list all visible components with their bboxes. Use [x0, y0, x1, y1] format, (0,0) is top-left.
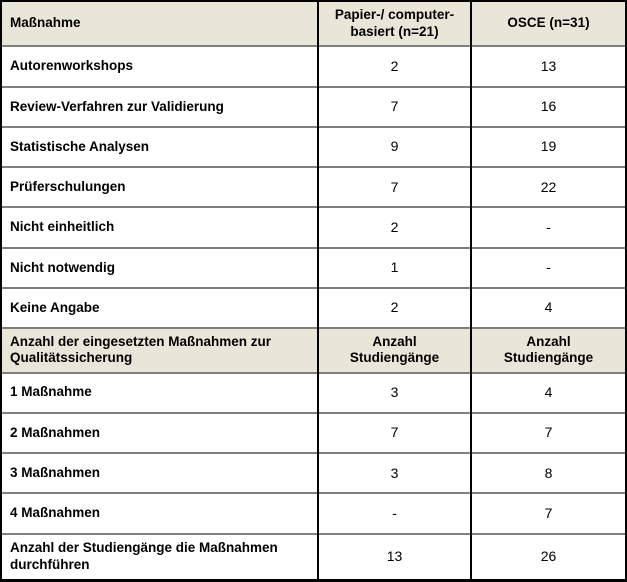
header-cell-paper-based: Papier-/ computer- basiert (n=21) — [317, 2, 471, 47]
paper-value: 1 — [317, 246, 471, 288]
osce-value: - — [470, 246, 625, 288]
osce-value: - — [470, 206, 625, 248]
count-label: 2 Maßnahmen — [2, 411, 318, 453]
paper-value: 3 — [317, 451, 471, 494]
paper-value: 7 — [317, 166, 471, 208]
table-row-keine-angabe: Keine Angabe 2 4 — [2, 286, 625, 329]
table-row-3-massnahmen: 3 Maßnahmen 3 8 — [2, 451, 625, 494]
table-row-autorenworkshops: Autorenworkshops 2 13 — [2, 45, 625, 87]
table-row-prueferschulungen: Prüferschulungen 7 22 — [2, 166, 625, 208]
paper-value: 3 — [317, 371, 471, 413]
osce-value: 19 — [470, 125, 625, 168]
table-row-4-massnahmen: 4 Maßnahmen - 7 — [2, 492, 625, 534]
table-row-nicht-notwendig: Nicht notwendig 1 - — [2, 246, 625, 288]
table-row-nicht-einheitlich: Nicht einheitlich 2 - — [2, 206, 625, 248]
osce-value: 7 — [470, 411, 625, 453]
osce-value: 7 — [470, 492, 625, 534]
paper-value: 2 — [317, 206, 471, 248]
paper-value: 9 — [317, 125, 471, 168]
paper-value: 7 — [317, 411, 471, 453]
table-row-statistische-analysen: Statistische Analysen 9 19 — [2, 125, 625, 168]
header-cell-anzahl-studiengaenge-osce: Anzahl Studiengänge — [470, 327, 625, 373]
count-label: 3 Maßnahmen — [2, 451, 318, 494]
table-row-review-verfahren: Review-Verfahren zur Validierung 7 16 — [2, 85, 625, 127]
count-label: 4 Maßnahmen — [2, 492, 318, 534]
measure-label: Review-Verfahren zur Validierung — [2, 85, 318, 127]
count-label: 1 Maßnahme — [2, 371, 318, 413]
measure-label: Statistische Analysen — [2, 125, 318, 168]
header-cell-anzahl-studiengaenge-paper: Anzahl Studiengänge — [317, 327, 471, 373]
measure-label: Autorenworkshops — [2, 45, 318, 87]
table-row-2-massnahmen: 2 Maßnahmen 7 7 — [2, 411, 625, 453]
table-header-row: Maßnahme Papier-/ computer- basiert (n=2… — [2, 2, 625, 47]
measure-label: Prüferschulungen — [2, 166, 318, 208]
paper-total-value: 13 — [317, 532, 471, 579]
osce-value: 13 — [470, 45, 625, 87]
paper-value: 7 — [317, 85, 471, 127]
total-label: Anzahl der Studiengänge die Maßnahmen du… — [2, 532, 318, 579]
table-row-1-massnahme: 1 Maßnahme 3 4 — [2, 371, 625, 413]
osce-value: 4 — [470, 371, 625, 413]
paper-value: 2 — [317, 45, 471, 87]
measure-label: Nicht einheitlich — [2, 206, 318, 248]
header-cell-osce: OSCE (n=31) — [470, 2, 625, 47]
measure-label: Keine Angabe — [2, 286, 318, 329]
osce-value: 16 — [470, 85, 625, 127]
osce-total-value: 26 — [470, 532, 625, 579]
osce-value: 8 — [470, 451, 625, 494]
header-cell-massnahme: Maßnahme — [2, 2, 318, 47]
paper-value: 2 — [317, 286, 471, 329]
osce-value: 4 — [470, 286, 625, 329]
osce-value: 22 — [470, 166, 625, 208]
paper-value: - — [317, 492, 471, 534]
table-row-total-studiengaenge: Anzahl der Studiengänge die Maßnahmen du… — [2, 532, 625, 579]
section2-header-row: Anzahl der eingesetzten Maßnahmen zur Qu… — [2, 327, 625, 373]
measure-label: Nicht notwendig — [2, 246, 318, 288]
header-cell-anzahl-massnahmen: Anzahl der eingesetzten Maßnahmen zur Qu… — [2, 327, 318, 373]
